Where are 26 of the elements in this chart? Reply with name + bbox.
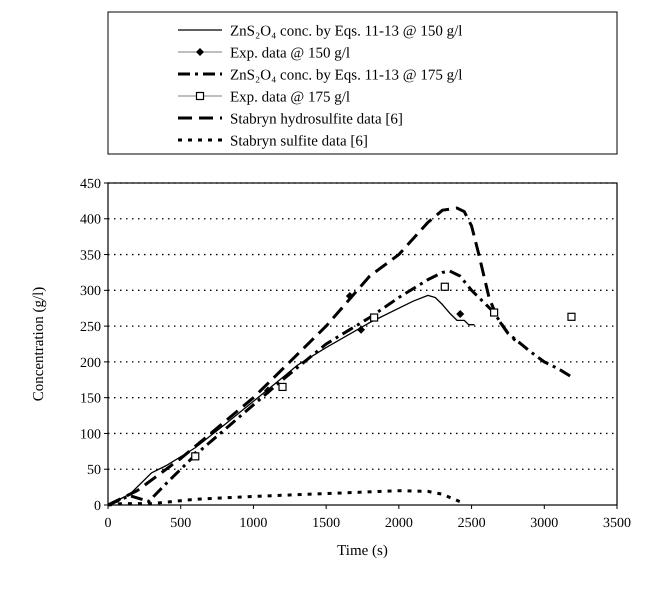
x-axis-title: Time (s) [337,543,388,559]
y-tick-label: 250 [80,320,101,336]
y-tick-label: 350 [80,248,101,264]
y-tick-label: 400 [80,212,101,228]
legend-label: Stabryn sulfite data [6] [230,133,368,150]
x-tick-label: 0 [104,516,112,531]
legend-label: Exp. data @ 175 g/l [230,89,350,106]
x-tick-label: 500 [170,516,192,531]
x-tick-label: 2500 [458,516,486,531]
y-tick-label: 200 [80,356,101,371]
x-tick-label: 1500 [312,516,340,531]
y-tick-label: 0 [94,498,101,514]
legend-label: Exp. data @ 150 g/l [230,45,350,62]
y-tick-label: 50 [87,463,101,478]
y-axis-title: Concentration (g/l) [31,286,47,402]
x-tick-label: 1000 [239,516,268,531]
x-tick-label: 2000 [384,516,413,531]
legend-label: ZnS₂O₄ conc. by Eqs. 11-13 @ 150 g/l [230,23,462,40]
x-tick-label: 3500 [603,516,631,531]
x-tick-label: 3000 [530,516,558,531]
y-tick-label: 100 [80,427,101,442]
y-tick-label: 300 [80,284,101,300]
legend-label: ZnS₂O₄ conc. by Eqs. 11-13 @ 175 g/l [230,67,462,84]
legend-label: Stabryn hydrosulfite data [6] [230,111,403,128]
y-tick-label: 450 [80,176,101,192]
y-tick-label: 150 [80,392,101,407]
